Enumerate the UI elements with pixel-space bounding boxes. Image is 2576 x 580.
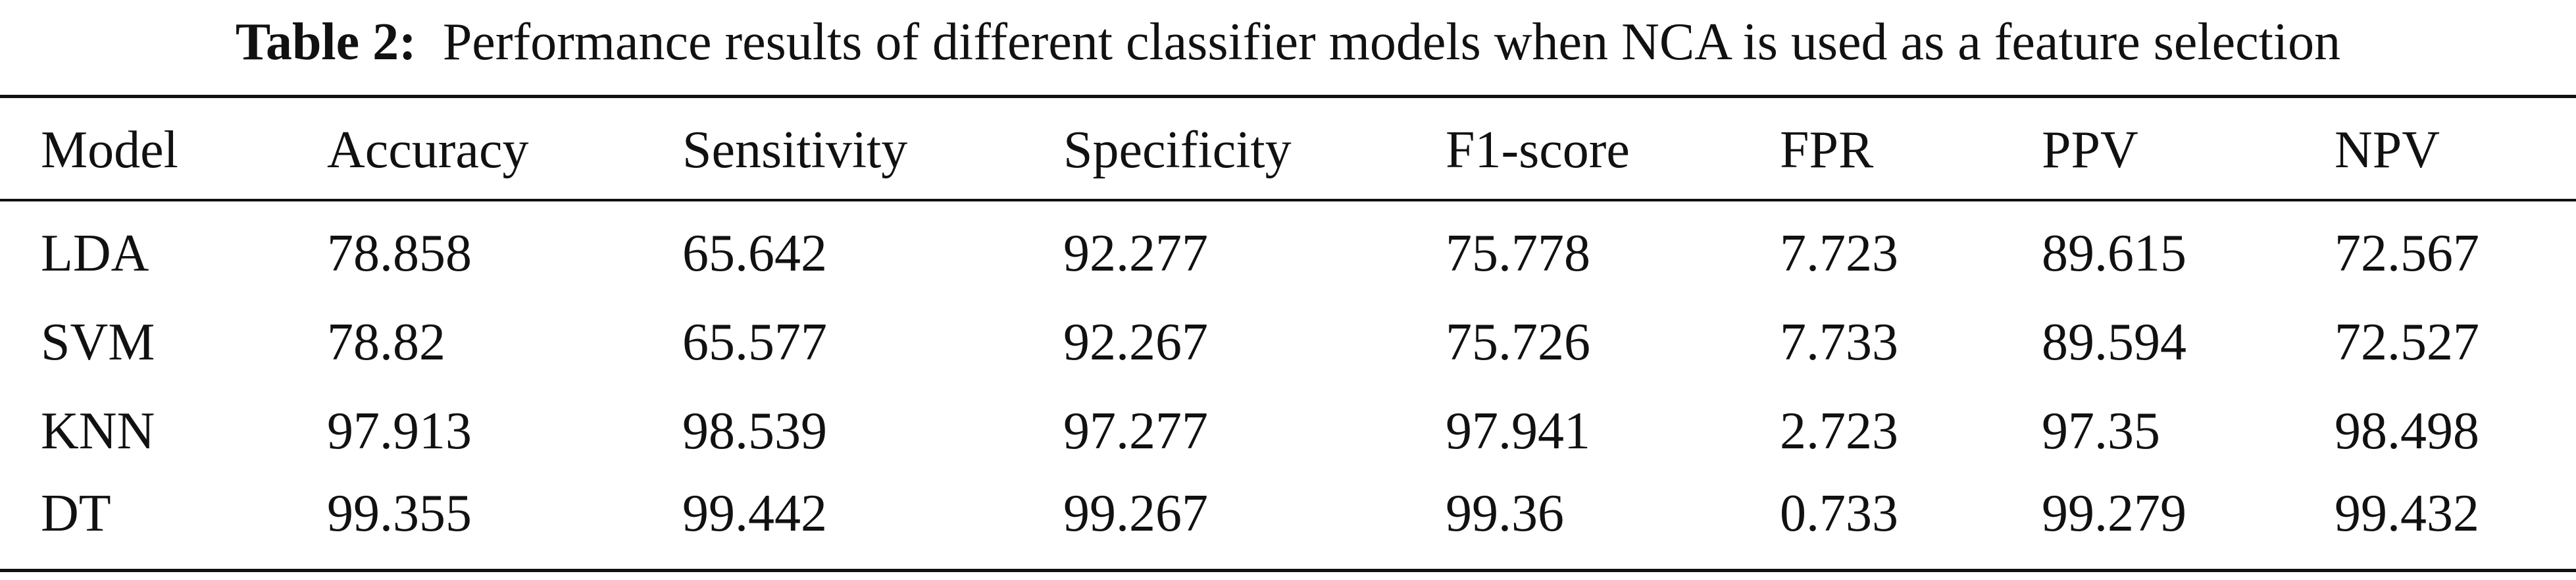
cell-f1-score: 99.36 (1446, 485, 1564, 542)
cell-sensitivity: 65.577 (682, 313, 827, 371)
cell-accuracy: 97.913 (327, 402, 472, 460)
table-caption-text: Performance results of different classif… (442, 13, 2341, 71)
column-header-accuracy: Accuracy (327, 121, 529, 179)
table-caption-label: Table 2: (235, 13, 417, 71)
table-caption: Table 2: Performance results of differen… (0, 9, 2576, 75)
table-bottom-rule (0, 569, 2576, 572)
cell-specificity: 92.267 (1063, 313, 1208, 371)
column-header-ppv: PPV (2042, 121, 2138, 179)
cell-model: DT (41, 485, 111, 542)
cell-accuracy: 78.82 (327, 313, 445, 371)
cell-accuracy: 78.858 (327, 224, 472, 282)
cell-npv: 98.498 (2335, 402, 2479, 460)
column-header-specificity: Specificity (1063, 121, 1292, 179)
cell-model: SVM (41, 313, 155, 371)
column-header-npv: NPV (2335, 121, 2440, 179)
cell-specificity: 97.277 (1063, 402, 1208, 460)
cell-f1-score: 97.941 (1446, 402, 1590, 460)
cell-npv: 99.432 (2335, 485, 2479, 542)
column-header-sensitivity: Sensitivity (682, 121, 908, 179)
table-header-rule (0, 199, 2576, 201)
cell-fpr: 7.733 (1780, 313, 1898, 371)
cell-fpr: 0.733 (1780, 485, 1898, 542)
cell-sensitivity: 99.442 (682, 485, 827, 542)
cell-npv: 72.567 (2335, 224, 2479, 282)
cell-model: KNN (41, 402, 155, 460)
cell-sensitivity: 98.539 (682, 402, 827, 460)
cell-model: LDA (41, 224, 149, 282)
cell-specificity: 92.277 (1063, 224, 1208, 282)
cell-fpr: 7.723 (1780, 224, 1898, 282)
cell-accuracy: 99.355 (327, 485, 472, 542)
cell-ppv: 97.35 (2042, 402, 2160, 460)
column-header-model: Model (41, 121, 178, 179)
cell-ppv: 89.594 (2042, 313, 2186, 371)
table-top-rule (0, 95, 2576, 98)
cell-fpr: 2.723 (1780, 402, 1898, 460)
cell-ppv: 89.615 (2042, 224, 2186, 282)
cell-specificity: 99.267 (1063, 485, 1208, 542)
cell-ppv: 99.279 (2042, 485, 2186, 542)
column-header-f1-score: F1-score (1446, 121, 1630, 179)
cell-sensitivity: 65.642 (682, 224, 827, 282)
cell-npv: 72.527 (2335, 313, 2479, 371)
cell-f1-score: 75.778 (1446, 224, 1590, 282)
column-header-fpr: FPR (1780, 121, 1874, 179)
cell-f1-score: 75.726 (1446, 313, 1590, 371)
